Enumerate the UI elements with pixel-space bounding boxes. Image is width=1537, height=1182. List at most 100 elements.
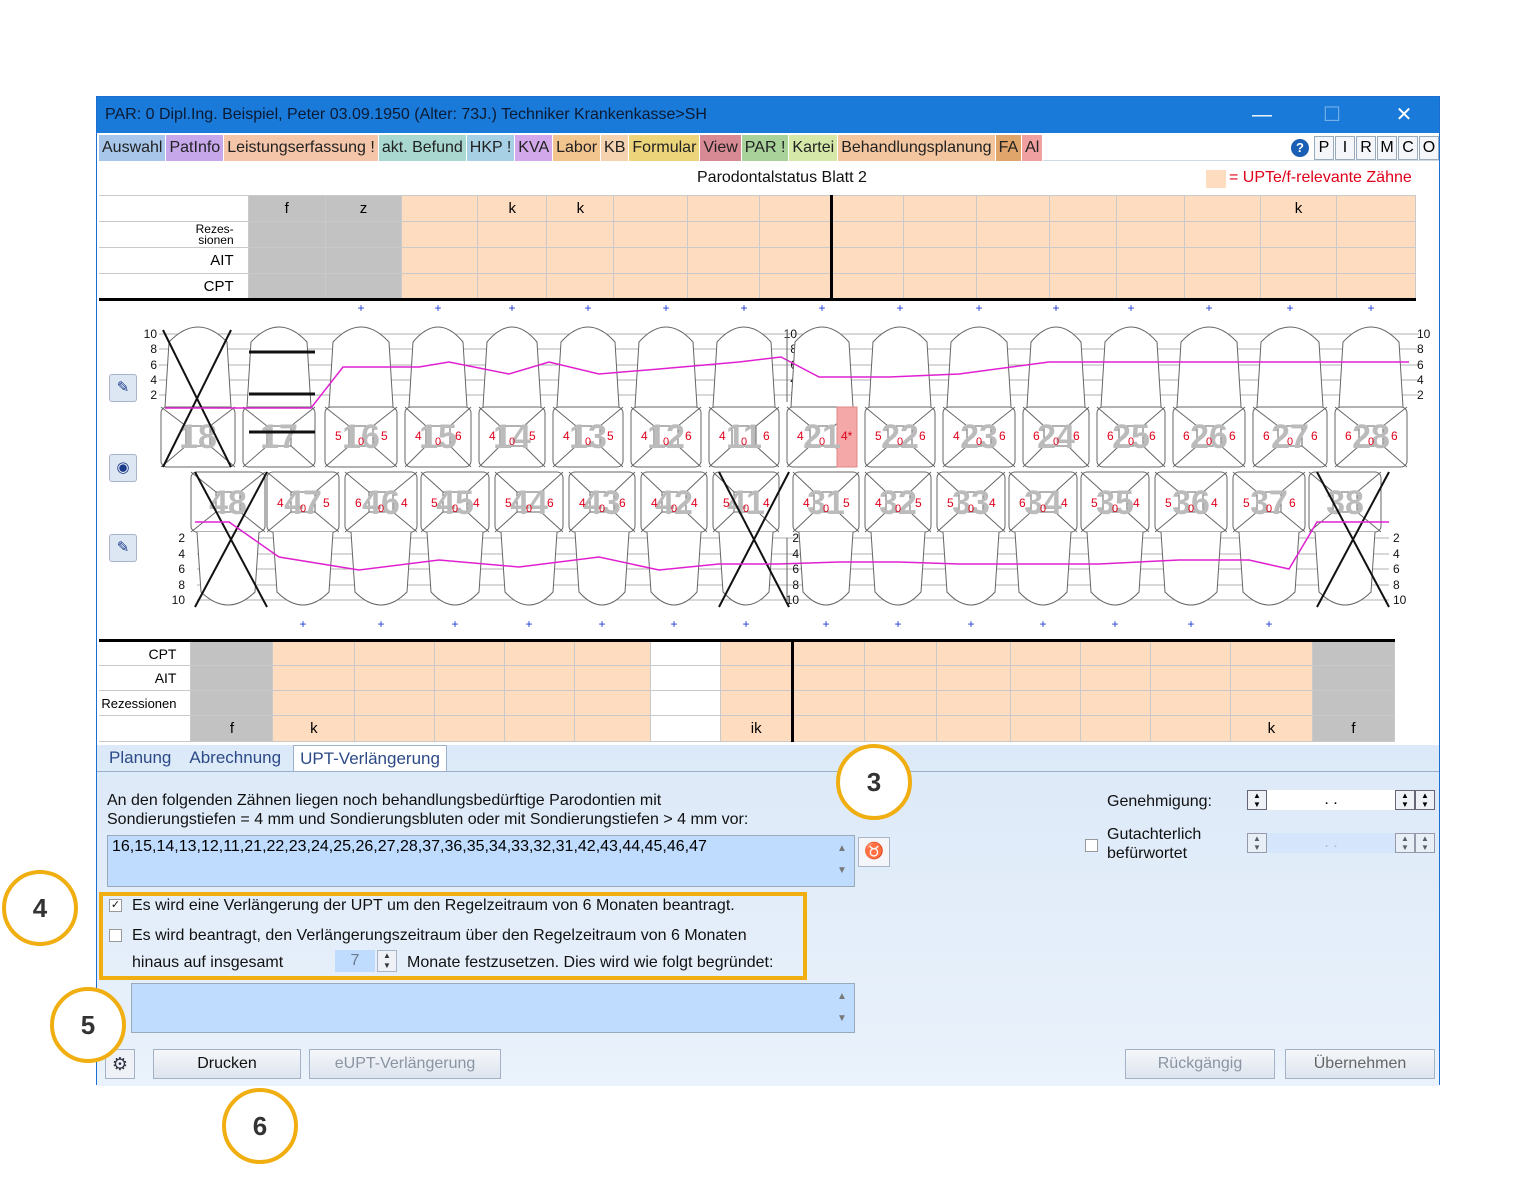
months-spin-arrows[interactable]: ▲ ▼: [377, 950, 397, 972]
lower-grid-cell[interactable]: [1311, 640, 1396, 666]
globe-icon[interactable]: ◉: [109, 454, 137, 482]
upper-grid-cell[interactable]: [477, 273, 548, 300]
lower-grid-cell[interactable]: [792, 640, 866, 666]
teeth-list-field[interactable]: 16,15,14,13,12,11,21,22,23,24,25,26,27,2…: [107, 835, 855, 887]
lower-grid-cell[interactable]: [650, 690, 722, 716]
upper-grid-cell[interactable]: [1336, 221, 1416, 248]
upper-grid-cell[interactable]: [1048, 273, 1118, 300]
genehmigung-spin-left[interactable]: ▲ ▼: [1247, 790, 1267, 810]
letter-button-p[interactable]: P: [1314, 135, 1334, 160]
lower-grid-cell[interactable]: [272, 690, 356, 716]
lower-grid-cell[interactable]: [936, 690, 1012, 716]
lower-grid-cell[interactable]: [1150, 665, 1231, 691]
menu-item-1[interactable]: PatInfo: [166, 135, 225, 161]
lower-bottom-cell[interactable]: k: [272, 715, 356, 742]
upper-top-cell[interactable]: [1116, 195, 1185, 222]
upper-grid-cell[interactable]: [758, 247, 834, 274]
upper-top-cell[interactable]: [401, 195, 479, 222]
edit-lower-icon[interactable]: ✎: [109, 534, 137, 562]
upper-grid-cell[interactable]: [758, 221, 834, 248]
upper-grid-cell[interactable]: [613, 273, 688, 300]
lower-grid-cell[interactable]: [1080, 640, 1151, 666]
gutachter-spin-right-1[interactable]: ▲ ▼: [1395, 833, 1415, 853]
upper-grid-cell[interactable]: [401, 273, 479, 300]
upper-grid-cell[interactable]: [1116, 221, 1185, 248]
menu-item-5[interactable]: KVA: [515, 135, 554, 161]
letter-button-r[interactable]: R: [1356, 135, 1376, 160]
letter-button-m[interactable]: M: [1377, 135, 1397, 160]
lower-grid-cell[interactable]: [354, 665, 436, 691]
lower-grid-cell[interactable]: [190, 640, 274, 666]
lower-grid-cell[interactable]: [792, 665, 866, 691]
menu-item-0[interactable]: Auswahl: [99, 135, 167, 161]
lower-bottom-cell[interactable]: [574, 715, 652, 742]
upper-grid-cell[interactable]: [1048, 247, 1118, 274]
upper-grid-cell[interactable]: [903, 221, 977, 248]
gutachter-spin-left[interactable]: ▲ ▼: [1247, 833, 1267, 853]
upper-grid-cell[interactable]: [546, 273, 615, 300]
genehmigung-spin-right-2[interactable]: ▲ ▼: [1415, 790, 1435, 810]
genehmigung-spin-right-1[interactable]: ▲ ▼: [1395, 790, 1415, 810]
letter-button-i[interactable]: I: [1335, 135, 1355, 160]
lower-bottom-cell[interactable]: ik: [720, 715, 795, 742]
gutachter-spin-right-2[interactable]: ▲ ▼: [1415, 833, 1435, 853]
lower-grid-cell[interactable]: [504, 665, 576, 691]
upper-grid-cell[interactable]: [686, 273, 760, 300]
upper-grid-cell[interactable]: [1336, 247, 1416, 274]
upper-grid-cell[interactable]: [831, 247, 905, 274]
menu-item-8[interactable]: Formular: [629, 135, 701, 161]
maximize-button[interactable]: ☐: [1323, 104, 1341, 126]
lower-bottom-cell[interactable]: k: [1229, 715, 1313, 742]
lower-grid-cell[interactable]: [1010, 640, 1082, 666]
genehmigung-input[interactable]: . .: [1267, 790, 1395, 810]
gutachter-checkbox[interactable]: [1085, 839, 1098, 852]
upper-top-cell[interactable]: k: [1259, 195, 1338, 222]
upper-grid-cell[interactable]: [613, 221, 688, 248]
lower-grid-cell[interactable]: [720, 665, 795, 691]
upper-grid-cell[interactable]: [324, 273, 403, 300]
upper-top-cell[interactable]: [1048, 195, 1118, 222]
upper-grid-cell[interactable]: [903, 247, 977, 274]
menu-item-6[interactable]: Labor: [553, 135, 602, 161]
upper-grid-cell[interactable]: [975, 273, 1050, 300]
upper-grid-cell[interactable]: [1259, 273, 1338, 300]
upper-grid-cell[interactable]: [613, 247, 688, 274]
lower-grid-cell[interactable]: [504, 690, 576, 716]
lower-grid-cell[interactable]: [504, 640, 576, 666]
lower-grid-cell[interactable]: [434, 690, 506, 716]
lower-grid-cell[interactable]: [720, 690, 795, 716]
minimize-button[interactable]: —: [1252, 104, 1272, 126]
lower-grid-cell[interactable]: [1150, 640, 1231, 666]
tab-planung[interactable]: Planung: [109, 748, 172, 767]
upper-top-cell[interactable]: z: [324, 195, 403, 222]
menu-item-9[interactable]: View: [700, 135, 742, 161]
menu-item-14[interactable]: Al: [1022, 135, 1044, 161]
upper-top-cell[interactable]: [1336, 195, 1416, 222]
lower-bottom-cell[interactable]: [1010, 715, 1082, 742]
upper-grid-cell[interactable]: [686, 247, 760, 274]
lower-grid-cell[interactable]: [1080, 690, 1151, 716]
lower-bottom-cell[interactable]: [864, 715, 938, 742]
tab-abrechnung[interactable]: Abrechnung: [189, 748, 282, 767]
menu-item-12[interactable]: Behandlungsplanung: [838, 135, 996, 161]
upper-grid-cell[interactable]: [401, 221, 479, 248]
upper-grid-cell[interactable]: [247, 273, 326, 300]
lower-grid-cell[interactable]: [272, 665, 356, 691]
lower-grid-cell[interactable]: [1010, 665, 1082, 691]
lower-grid-cell[interactable]: [272, 640, 356, 666]
letter-button-c[interactable]: C: [1398, 135, 1418, 160]
upper-top-cell[interactable]: [903, 195, 977, 222]
upper-grid-cell[interactable]: [1116, 273, 1185, 300]
months-spinner[interactable]: 7 ▲ ▼: [335, 950, 399, 972]
lower-grid-cell[interactable]: [650, 665, 722, 691]
lower-grid-cell[interactable]: [936, 640, 1012, 666]
menu-item-2[interactable]: Leistungserfassung !: [224, 135, 379, 161]
lower-grid-cell[interactable]: [1229, 690, 1313, 716]
lower-grid-cell[interactable]: [574, 640, 652, 666]
lower-grid-cell[interactable]: [434, 640, 506, 666]
lower-grid-cell[interactable]: [650, 640, 722, 666]
settings-gear-icon[interactable]: ⚙: [105, 1049, 135, 1079]
upper-grid-cell[interactable]: [1259, 221, 1338, 248]
reason-scrollbar[interactable]: ▲ ▼: [837, 991, 847, 1024]
lower-grid-cell[interactable]: [864, 665, 938, 691]
